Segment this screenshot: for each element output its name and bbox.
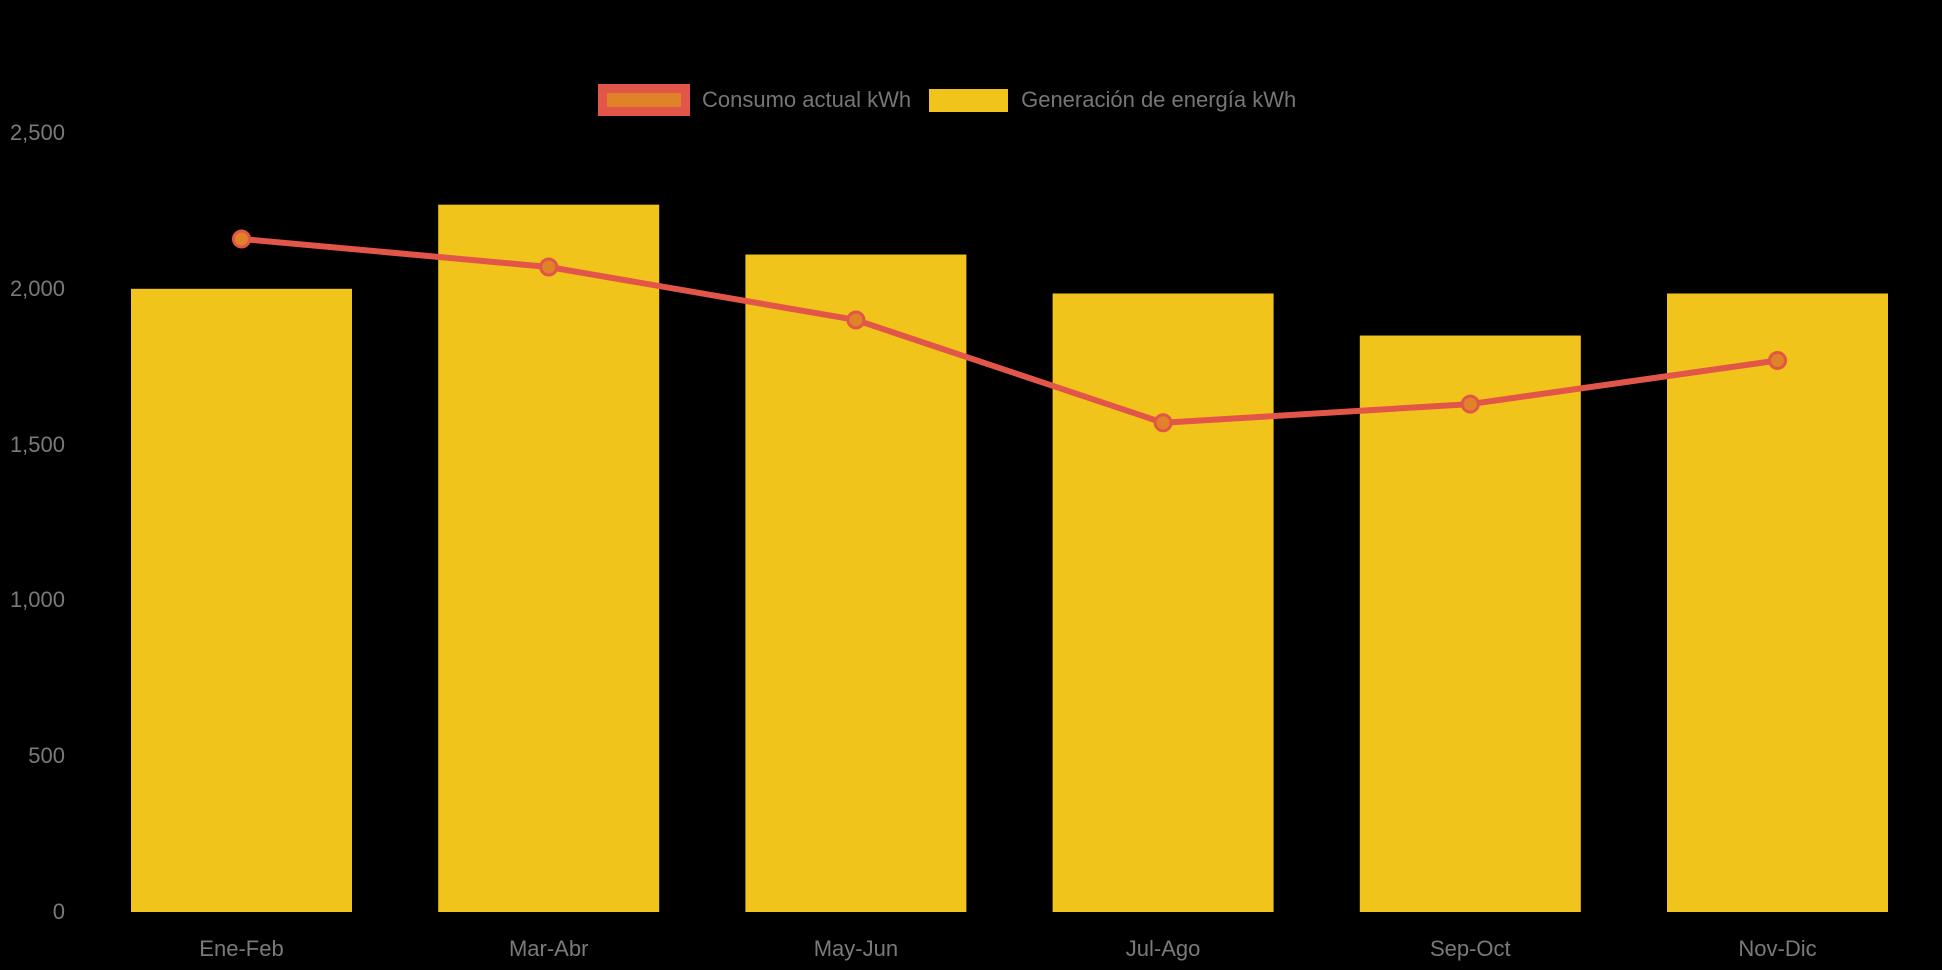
bar-Mar-Abr[interactable] [438,204,660,913]
y-tick-label-0: 0 [52,899,65,924]
x-tick-label-Jul-Ago: Jul-Ago [1125,936,1201,961]
x-tick-label-Nov-Dic: Nov-Dic [1738,936,1817,961]
bar-Jul-Ago[interactable] [1052,293,1274,912]
consumo-point-Jul-Ago[interactable] [1153,413,1173,433]
x-tick-label-May-Jun: May-Jun [813,936,899,961]
bar-Ene-Feb[interactable] [131,288,352,912]
legend-label-consumo: Consumo actual kWh [702,87,912,112]
consumo-point-Nov-Dic[interactable] [1768,350,1787,370]
consumo-line [238,235,1781,426]
consumo-point-Ene-Feb[interactable] [232,229,251,249]
bar-May-Jun[interactable] [745,254,967,913]
y-tick-label-1,500: 1,500 [9,431,65,457]
legend-swatch-generacion-bar [929,88,1009,112]
consumo-point-May-Jun[interactable] [846,310,866,330]
bar-Nov-Dic[interactable] [1667,293,1888,912]
y-tick-label-1,000: 1,000 [9,587,65,613]
legend-label-generacion: Generación de energía kWh [1021,87,1297,112]
x-tick-label-Sep-Oct: Sep-Oct [1429,936,1511,961]
legend-item-generacion[interactable]: Generación de energía kWh [929,87,1296,113]
y-tick-label-500: 500 [28,743,65,769]
chart-legend: Consumo actual kWh Generación de energía… [598,83,1296,117]
x-tick-label-Ene-Feb: Ene-Feb [199,936,284,961]
consumo-point-Mar-Abr[interactable] [539,257,559,277]
legend-swatch-consumo-line [598,84,690,116]
y-tick-label-2,500: 2,500 [9,120,65,145]
bar-Sep-Oct[interactable] [1359,335,1581,912]
consumo-point-Sep-Oct[interactable] [1460,394,1480,414]
legend-item-consumo[interactable]: Consumo actual kWh [598,84,911,116]
x-tick-label-Mar-Abr: Mar-Abr [508,936,589,961]
y-tick-label-2,000: 2,000 [9,275,65,301]
